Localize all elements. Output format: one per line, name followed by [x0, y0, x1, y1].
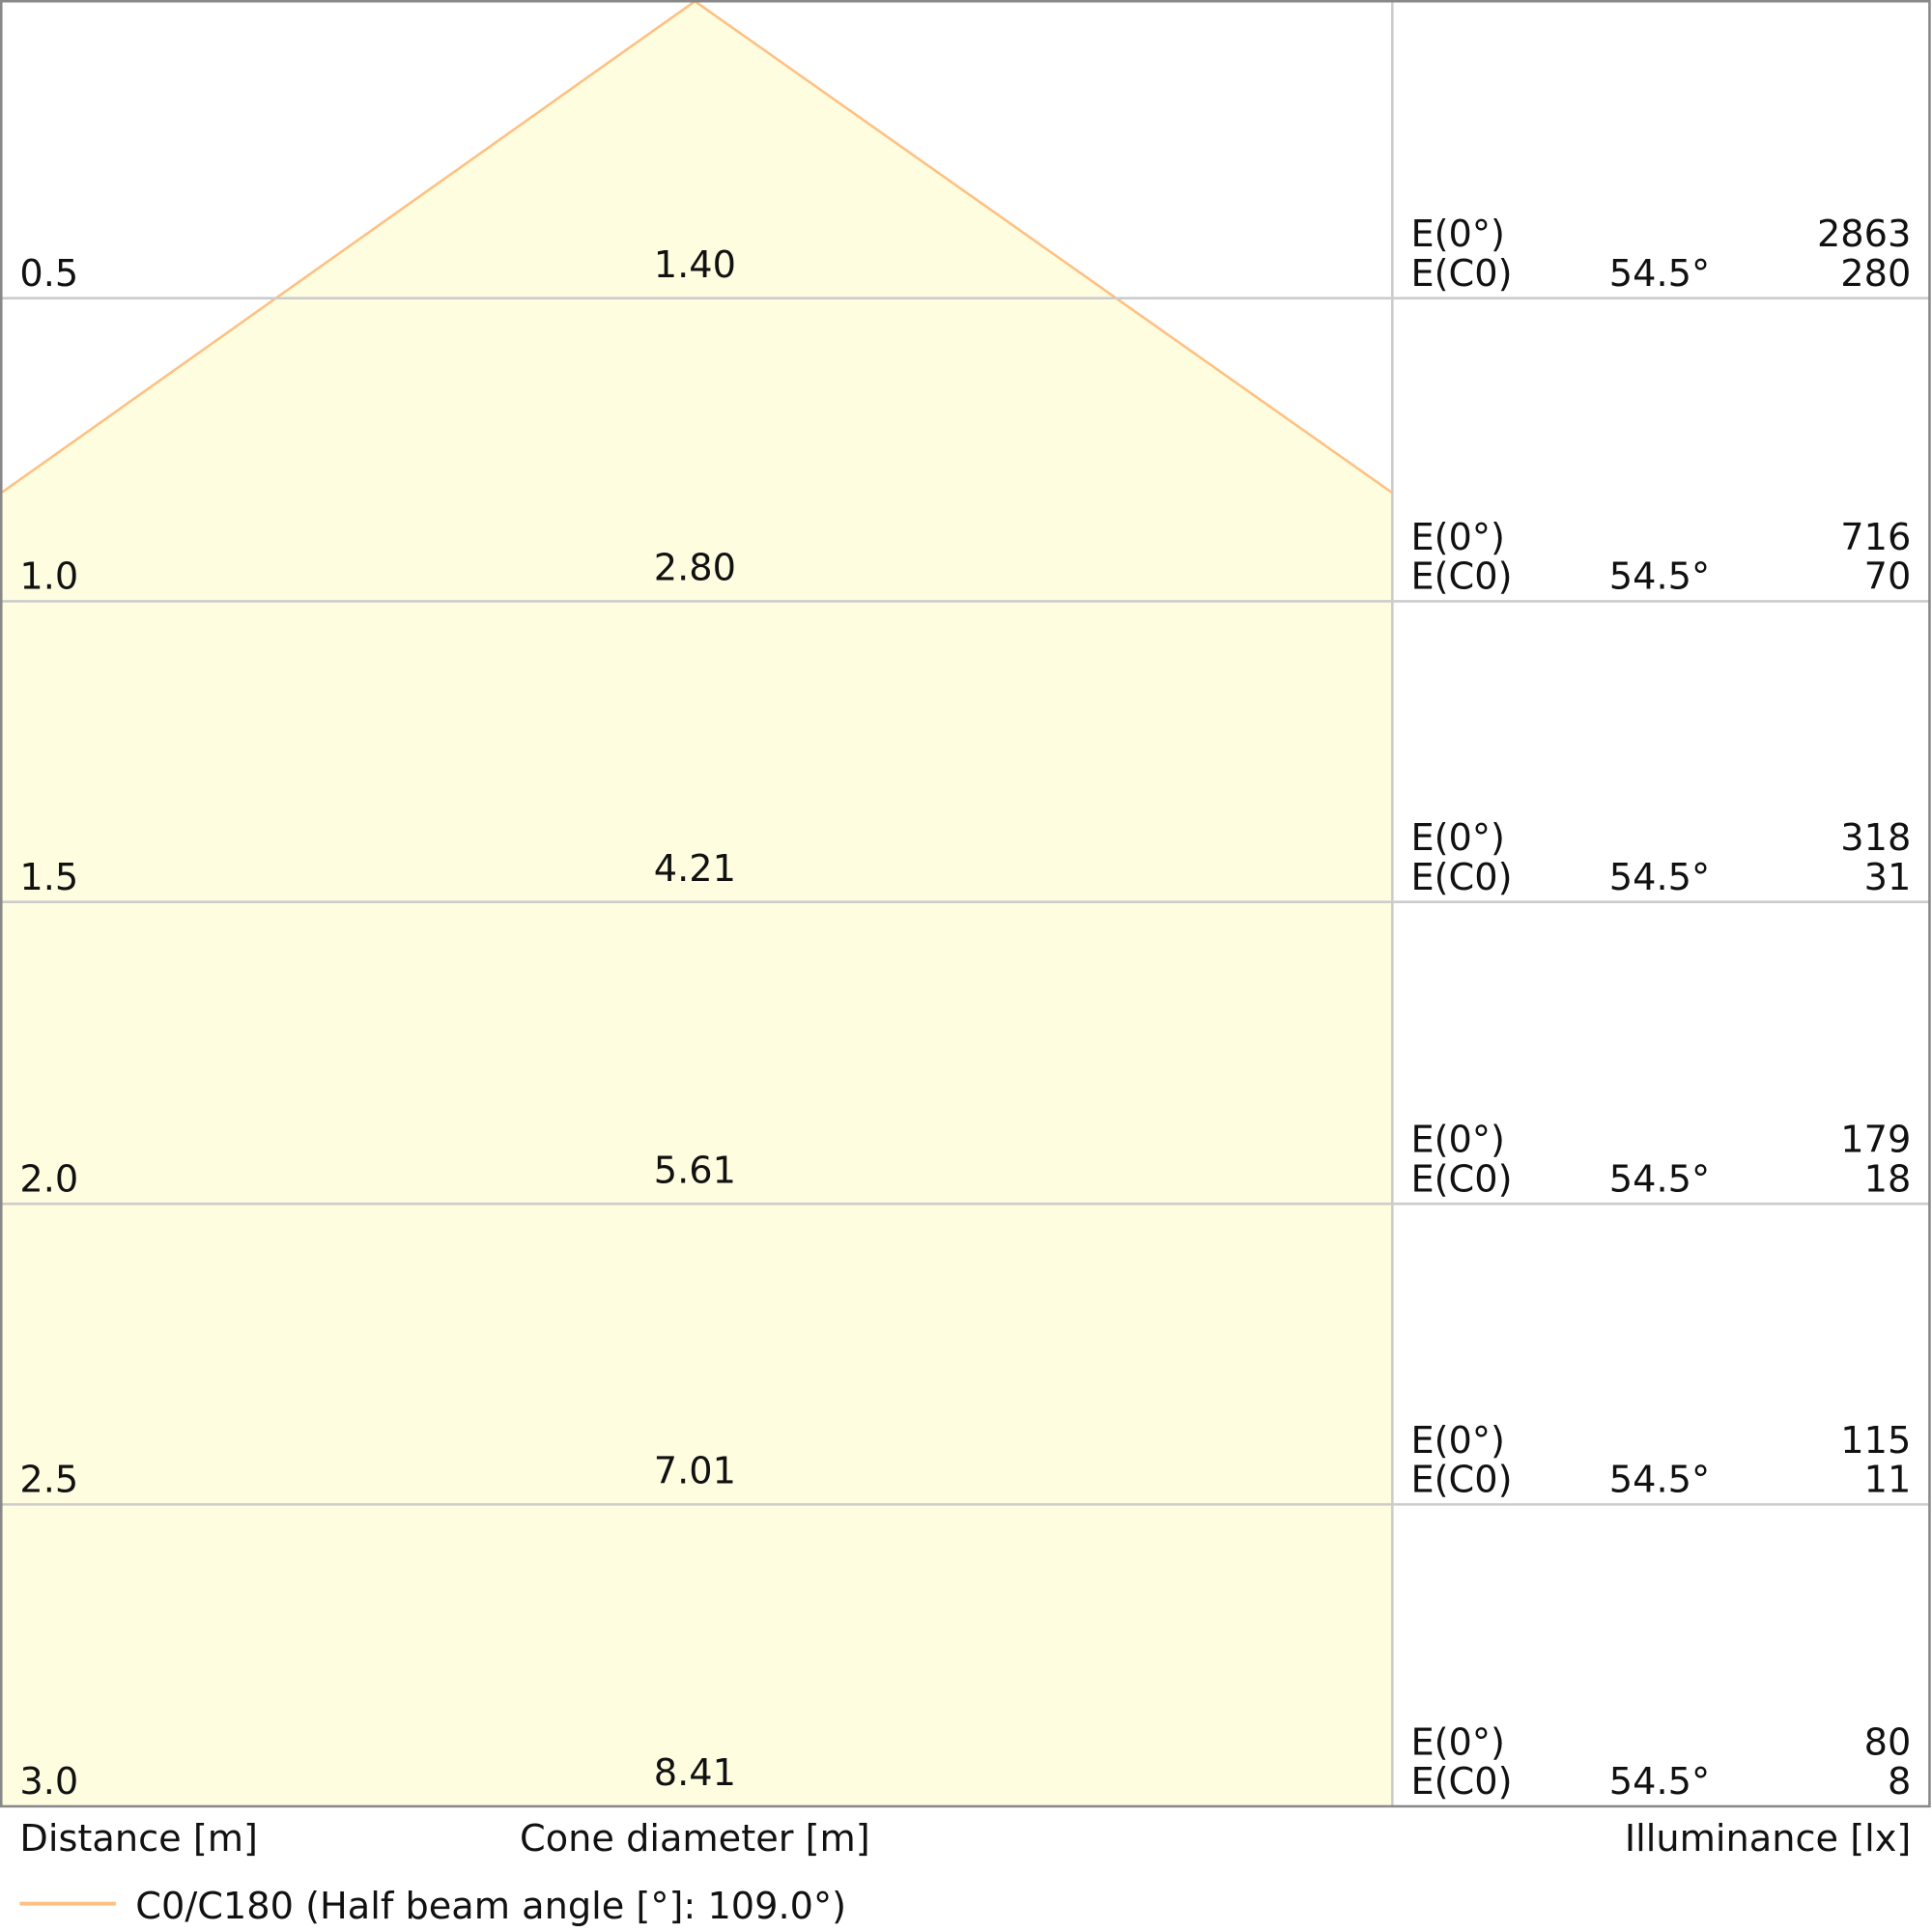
e0-label: E(0°) [1410, 213, 1504, 256]
ec0-label: E(C0) [1410, 252, 1512, 296]
ec0-value: 18 [1864, 1157, 1912, 1201]
ec0-label: E(C0) [1410, 1459, 1512, 1502]
distance-label: 1.5 [19, 856, 78, 899]
cone-diameter-value: 7.01 [654, 1450, 736, 1493]
table-row: 3.0 8.41 E(0°)E(C0) 54.5° 808 [19, 1720, 1911, 1804]
ec0-value: 70 [1864, 555, 1912, 599]
plot-border [0, 0, 1931, 1808]
ec0-value: 31 [1864, 856, 1912, 899]
illuminance-axis-label: Illuminance [lx] [1625, 1817, 1911, 1861]
distance-label: 3.0 [19, 1760, 78, 1804]
cone-diameter-value: 4.21 [654, 847, 736, 891]
grid-lines [1, 1, 1930, 1806]
half-beam-angle-value: 54.5° [1609, 555, 1710, 599]
ec0-value: 280 [1840, 252, 1911, 296]
half-beam-angle-value: 54.5° [1609, 856, 1710, 899]
cone-diameter-axis-label: Cone diameter [m] [520, 1817, 870, 1861]
half-beam-angle-value: 54.5° [1609, 1459, 1710, 1502]
distance-label: 2.5 [19, 1459, 78, 1502]
cone-diameter-value: 2.80 [654, 547, 736, 590]
e0-value: 115 [1840, 1419, 1911, 1463]
ec0-value: 8 [1888, 1760, 1911, 1804]
e0-value: 716 [1840, 516, 1911, 559]
ec0-label: E(C0) [1410, 856, 1512, 899]
cone-diameter-value: 8.41 [654, 1751, 736, 1795]
cone-fill [1, 1, 1393, 1806]
half-beam-angle-value: 54.5° [1609, 1760, 1710, 1804]
half-beam-angle-value: 54.5° [1609, 252, 1710, 296]
distance-label: 0.5 [19, 252, 78, 296]
e0-label: E(0°) [1410, 816, 1504, 860]
legend-label: C0/C180 (Half beam angle [°]: 109.0°) [135, 1885, 846, 1928]
e0-label: E(0°) [1410, 1419, 1504, 1463]
distance-label: 2.0 [19, 1157, 78, 1201]
e0-label: E(0°) [1410, 516, 1504, 559]
ec0-label: E(C0) [1410, 1760, 1512, 1804]
distance-label: 1.0 [19, 555, 78, 599]
half-beam-angle-value: 54.5° [1609, 1157, 1710, 1201]
e0-label: E(0°) [1410, 1119, 1504, 1162]
ec0-label: E(C0) [1410, 555, 1512, 599]
cone-diameter-value: 5.61 [654, 1149, 736, 1192]
e0-value: 179 [1840, 1119, 1911, 1162]
e0-value: 80 [1864, 1720, 1912, 1764]
e0-value: 318 [1840, 816, 1911, 860]
cone-diameter-value: 1.40 [654, 243, 736, 287]
e0-label: E(0°) [1410, 1720, 1504, 1764]
ec0-label: E(C0) [1410, 1157, 1512, 1201]
distance-axis-label: Distance [m] [19, 1817, 258, 1861]
ec0-value: 11 [1864, 1459, 1912, 1502]
e0-value: 2863 [1817, 213, 1911, 256]
